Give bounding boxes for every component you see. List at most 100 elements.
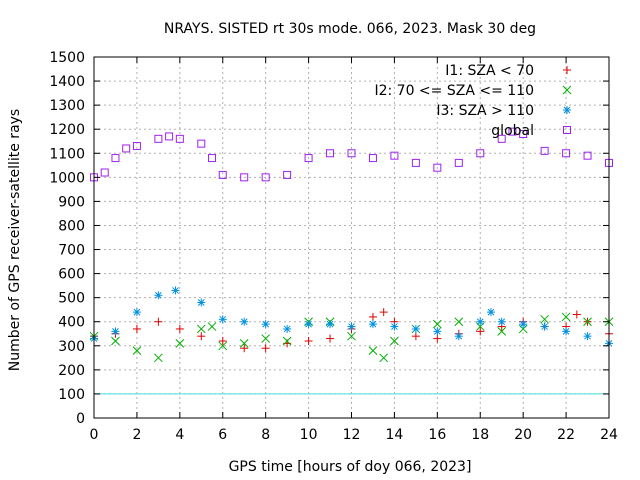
data-point [326,334,335,343]
data-point [207,322,217,331]
data-point [433,327,442,336]
chart-title: NRAYS. SISTED rt 30s mode. 066, 2023. Ma… [164,21,536,37]
data-point [261,344,270,353]
data-point [497,317,506,326]
data-point [261,173,270,182]
data-point [132,346,142,355]
y-tick-label: 1300 [49,98,85,114]
data-point [240,317,249,326]
y-tick-label: 200 [58,363,85,379]
data-point [583,151,592,160]
data-point [347,331,356,341]
data-point [154,291,163,300]
y-tick-label: 700 [58,243,85,259]
data-point [261,334,271,343]
data-point [197,298,206,307]
data-point [304,336,313,345]
data-point [561,312,571,322]
x-tick-label: 20 [514,427,532,443]
data-point [519,320,528,329]
data-point [454,158,463,167]
data-point [411,158,420,167]
data-point [261,320,270,329]
y-tick-label: 900 [58,194,85,210]
data-point [368,346,378,355]
data-point [175,324,184,333]
data-point [326,320,335,329]
data-point [154,317,163,326]
x-axis-label: GPS time [hours of doy 066, 2023] [229,459,472,475]
data-point [283,170,292,179]
series-1 [89,312,614,363]
y-tick-label: 400 [58,315,85,331]
data-point [486,308,495,317]
data-point [454,317,464,327]
data-point [132,324,141,333]
x-tick-label: 24 [600,427,618,443]
data-point [122,144,131,153]
data-point [111,327,120,336]
data-point [282,336,292,346]
data-point [197,139,206,148]
data-point [197,332,206,341]
x-tick-label: 8 [261,427,270,443]
x-tick-label: 0 [90,427,99,443]
legend-label: global [491,123,534,139]
data-point [433,334,442,343]
data-point [239,339,249,348]
data-point [304,154,313,163]
x-axis-ticks: 0 2 4 6 8 10 12 14 16 18 20 22 24 [90,57,618,443]
x-tick-label: 14 [386,427,404,443]
x-tick-label: 12 [343,427,361,443]
data-point [154,134,163,143]
y-tick-label: 0 [76,411,85,427]
data-point [175,134,184,143]
data-point [132,308,141,317]
data-point [497,134,506,143]
y-tick-label: 1400 [49,74,85,90]
data-point [368,320,377,329]
data-point [390,336,399,346]
legend-marker [563,106,571,114]
y-tick-label: 1500 [49,50,85,66]
data-point [508,127,517,136]
data-point [540,322,549,331]
data-point [379,353,389,363]
data-point [432,319,442,329]
data-point [368,154,377,163]
data-point [540,314,549,324]
y-tick-label: 1000 [49,170,85,186]
y-tick-label: 600 [58,267,85,283]
y-tick-label: 800 [58,218,85,234]
data-point [165,132,174,141]
legend-marker [562,85,572,95]
y-tick-label: 300 [58,339,85,355]
data-point [433,163,442,172]
y-axis-label: Number of GPS receiver-satellite rays [7,109,23,371]
data-point [304,320,313,329]
data-point [326,149,335,158]
data-point [100,168,109,177]
data-point [583,317,592,327]
y-axis-ticks: 0 100 200 300 400 500 600 700 800 900 1000 1100 1200… [49,50,609,427]
data-point [196,324,206,334]
data-point [240,344,249,353]
legend-label: I1: SZA < 70 [445,63,534,79]
x-tick-label: 2 [132,427,141,443]
legend: I1: SZA < 70 I2: 70 <= SZA <= 110 I3: SZA … [374,63,572,139]
data-point [208,154,217,163]
data-point [572,310,581,319]
x-tick-label: 4 [175,427,184,443]
data-point [171,286,180,295]
data-point [368,312,377,321]
data-point [154,353,163,363]
data-point [476,317,485,326]
data-point [218,315,227,324]
data-point [562,149,571,158]
y-tick-label: 1100 [49,146,85,162]
x-tick-label: 18 [471,427,489,443]
data-point [411,324,420,333]
legend-label: I2: 70 <= SZA <= 110 [374,83,534,99]
data-point [111,154,120,163]
data-point [411,332,420,341]
